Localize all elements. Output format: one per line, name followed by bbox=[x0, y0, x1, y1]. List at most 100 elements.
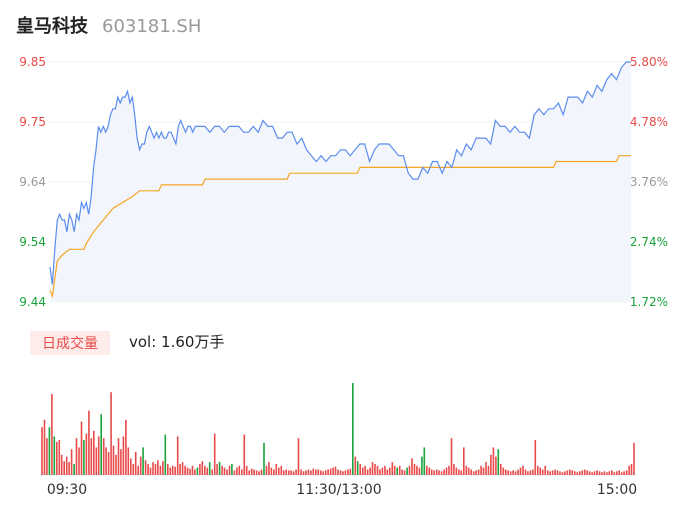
volume-bar bbox=[598, 471, 601, 475]
volume-bar bbox=[581, 470, 583, 475]
time-tick-label: 11:30/13:00 bbox=[296, 482, 381, 498]
price-tick-label: 9.64 bbox=[19, 175, 46, 189]
volume-bar bbox=[596, 470, 598, 475]
volume-bar bbox=[421, 456, 423, 475]
volume-bar bbox=[342, 471, 344, 475]
volume-bar bbox=[295, 469, 297, 475]
volume-bar bbox=[305, 470, 307, 475]
volume-badge-background bbox=[30, 331, 110, 355]
volume-bar bbox=[620, 472, 623, 475]
volume-bar bbox=[122, 436, 125, 475]
volume-bar bbox=[615, 471, 618, 475]
volume-bar bbox=[310, 470, 312, 475]
volume-bar bbox=[606, 472, 608, 475]
volume-bar bbox=[398, 465, 401, 475]
volume-bar bbox=[495, 456, 497, 475]
volume-bar bbox=[618, 470, 620, 475]
volume-bar bbox=[408, 465, 411, 475]
volume-bar bbox=[134, 452, 137, 475]
volume-bar bbox=[467, 467, 470, 475]
volume-bar bbox=[369, 467, 371, 475]
volume-bar bbox=[512, 470, 514, 475]
volume-bar bbox=[179, 464, 181, 475]
volume-bar bbox=[611, 470, 613, 475]
percent-tick-label: 4.78% bbox=[630, 115, 668, 129]
volume-bar bbox=[546, 470, 549, 475]
volume-value: vol: 1.60万手 bbox=[129, 333, 224, 351]
volume-bar bbox=[255, 470, 258, 475]
volume-bar bbox=[504, 469, 507, 475]
volume-bar bbox=[458, 469, 460, 475]
volume-bar bbox=[514, 471, 517, 475]
volume-bar bbox=[569, 469, 571, 475]
volume-bar bbox=[379, 469, 381, 475]
volume-bar bbox=[137, 465, 139, 475]
volume-bar bbox=[571, 470, 574, 475]
volume-bar bbox=[280, 465, 283, 475]
volume-bar bbox=[132, 464, 135, 475]
volume-bar bbox=[591, 472, 593, 475]
volume-bar bbox=[248, 470, 250, 475]
volume-bar bbox=[196, 467, 199, 475]
volume-bar bbox=[278, 467, 280, 475]
percent-axis-labels: 5.80% 4.78% 3.76% 2.74% 1.72% bbox=[630, 55, 668, 309]
volume-bar bbox=[263, 442, 265, 475]
volume-bar bbox=[556, 470, 559, 475]
volume-bar bbox=[332, 467, 334, 475]
volume-bar bbox=[485, 462, 487, 475]
volume-bar bbox=[73, 464, 75, 475]
volume-bar bbox=[149, 467, 152, 475]
volume-bar bbox=[125, 419, 127, 475]
volume-bar bbox=[139, 456, 142, 475]
volume-bar bbox=[297, 438, 300, 475]
volume-bar bbox=[282, 470, 285, 475]
volume-bar bbox=[445, 467, 448, 475]
volume-bar bbox=[142, 447, 144, 475]
volume-bar bbox=[416, 465, 418, 475]
volume-bar bbox=[344, 470, 347, 475]
volume-bar bbox=[51, 394, 53, 475]
volume-bar bbox=[56, 441, 58, 475]
volume-bar bbox=[393, 465, 396, 475]
volume-bar bbox=[608, 471, 611, 475]
volume-bar bbox=[475, 470, 477, 475]
volume-bar bbox=[403, 470, 406, 475]
volume-bar bbox=[448, 465, 450, 475]
volume-bar bbox=[564, 471, 566, 475]
volume-bar bbox=[411, 458, 413, 475]
volume-bar bbox=[509, 471, 512, 475]
volume-bar bbox=[490, 454, 492, 475]
volume-bar bbox=[315, 469, 317, 475]
price-area-fill bbox=[50, 62, 631, 302]
volume-bar bbox=[633, 442, 635, 475]
volume-bar bbox=[601, 472, 603, 475]
volume-bar bbox=[90, 438, 93, 475]
volume-bar bbox=[443, 469, 445, 475]
volume-bar bbox=[204, 465, 206, 475]
volume-bar bbox=[460, 470, 463, 475]
volume-bar bbox=[354, 456, 357, 475]
volume-bar bbox=[527, 471, 529, 475]
volume-bar bbox=[184, 465, 186, 475]
volume-bar bbox=[245, 465, 248, 475]
volume-bar bbox=[586, 470, 588, 475]
volume-bar bbox=[319, 470, 322, 475]
volume-bar bbox=[426, 465, 428, 475]
volume-bar bbox=[450, 438, 453, 475]
volume-bar bbox=[270, 467, 273, 475]
volume-bar bbox=[231, 464, 233, 475]
volume-bar bbox=[228, 465, 231, 475]
volume-bar bbox=[258, 471, 260, 475]
volume-bar bbox=[290, 470, 292, 475]
volume-bar bbox=[171, 465, 174, 475]
volume-bar bbox=[107, 452, 110, 475]
volume-bar bbox=[500, 464, 502, 475]
volume-bar bbox=[628, 465, 630, 475]
volume-bar bbox=[243, 434, 246, 475]
volume-bar bbox=[97, 436, 100, 475]
price-panel: 9.85 9.75 9.64 9.54 9.44 5.80% 4.78% 3.76% 2.74… bbox=[19, 55, 668, 309]
stock-header: 皇马科技 603181.SH bbox=[16, 12, 201, 40]
volume-bar bbox=[174, 466, 176, 475]
volume-bar bbox=[551, 470, 554, 475]
volume-bar bbox=[58, 440, 61, 475]
